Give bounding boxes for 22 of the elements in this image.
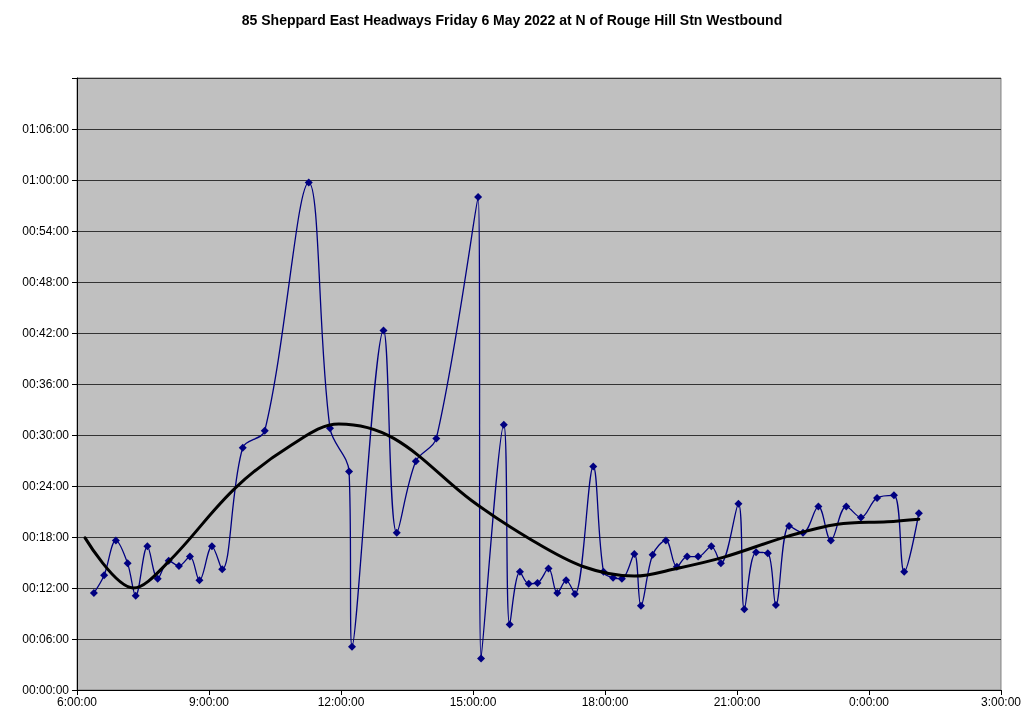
y-tick-label: 00:48:00: [22, 275, 70, 289]
x-tick-label: 9:00:00: [188, 695, 230, 709]
y-tick-label: 01:06:00: [22, 122, 70, 136]
x-tick-label: 18:00:00: [581, 695, 629, 709]
y-tick-label: 01:00:00: [22, 173, 70, 187]
y-tick-label: 00:12:00: [22, 581, 70, 595]
y-tick-label: 00:06:00: [22, 632, 70, 646]
x-tick-label: 0:00:00: [848, 695, 890, 709]
y-tick-label: 00:54:00: [22, 224, 70, 238]
y-tick-label: 00:30:00: [22, 428, 70, 442]
x-tick-label: 3:00:00: [980, 695, 1022, 709]
y-tick-label: 00:18:00: [22, 530, 70, 544]
x-tick-label: 15:00:00: [449, 695, 497, 709]
y-tick-label: 00:36:00: [22, 377, 70, 391]
y-tick-label: 00:24:00: [22, 479, 70, 493]
line-series: [83, 422, 921, 590]
chart-title: 85 Sheppard East Headways Friday 6 May 2022 at N of Rouge Hill Stn Westbound: [241, 12, 783, 28]
x-tick-label: 6:00:00: [56, 695, 98, 709]
x-tick-label: 21:00:00: [713, 695, 761, 709]
y-tick-label: 00:42:00: [22, 326, 70, 340]
x-tick-label: 12:00:00: [317, 695, 365, 709]
y-tick-label: 00:00:00: [22, 683, 70, 697]
